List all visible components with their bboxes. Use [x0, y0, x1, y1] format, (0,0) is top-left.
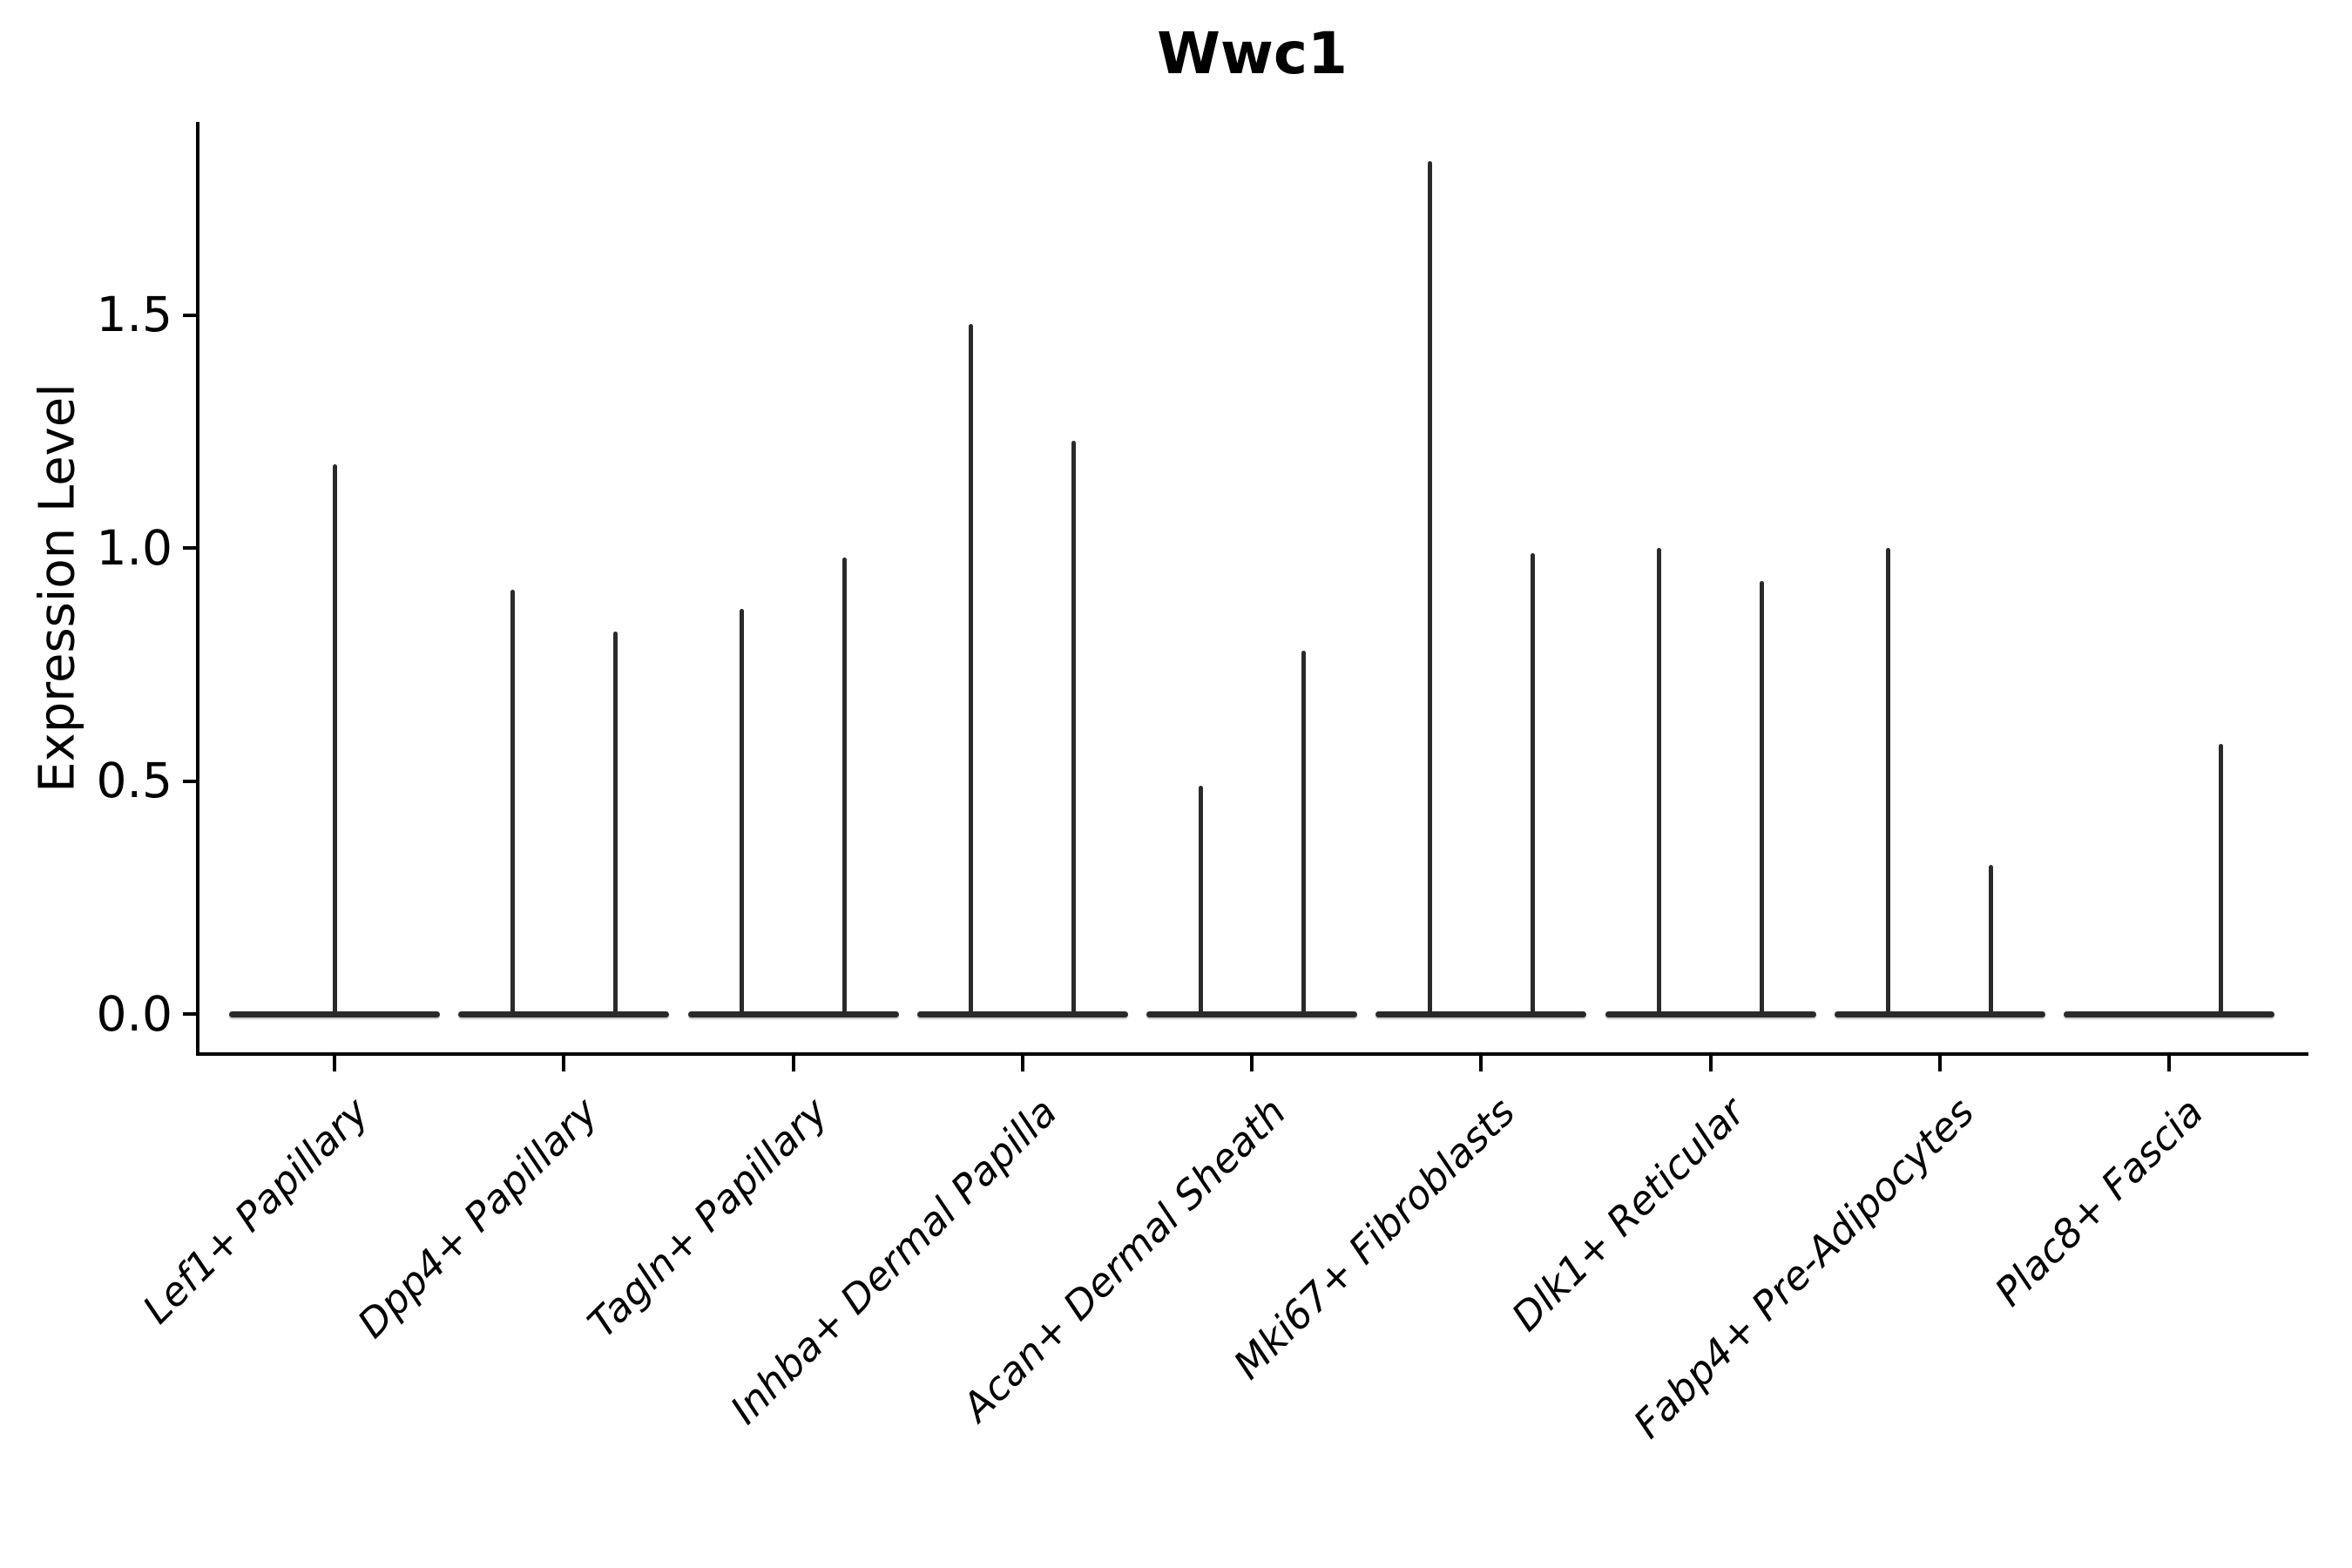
- violin-spike: [1198, 785, 1203, 1014]
- violin-spike: [612, 632, 618, 1014]
- violin-baseline: [916, 1010, 1128, 1017]
- violin-baseline: [1375, 1010, 1587, 1017]
- x-tick-mark: [1020, 1056, 1024, 1071]
- violin-spike: [1989, 864, 1994, 1014]
- violin-spike: [1760, 580, 1764, 1014]
- y-axis-label: Expression Level: [29, 383, 86, 793]
- x-tick-mark: [1937, 1056, 1942, 1071]
- violin-spike: [1071, 441, 1077, 1014]
- y-tick-label: 1.5: [96, 287, 172, 343]
- violin-baseline: [1605, 1010, 1816, 1017]
- x-tick-mark: [1708, 1056, 1713, 1071]
- x-tick-mark: [2167, 1056, 2171, 1071]
- violin-spike: [1657, 548, 1661, 1014]
- violin-baseline: [1834, 1010, 2045, 1017]
- y-tick-label: 0.5: [96, 753, 172, 809]
- violin-spike: [332, 463, 337, 1014]
- x-tick-mark: [562, 1056, 566, 1071]
- violin-spike: [740, 608, 744, 1014]
- y-tick-mark: [183, 1012, 196, 1016]
- y-tick-label: 0.0: [96, 985, 172, 1042]
- violin-baseline: [229, 1010, 440, 1017]
- y-tick-label: 1.0: [96, 519, 172, 576]
- violin-spike: [2218, 743, 2223, 1014]
- violin-baseline: [2064, 1010, 2274, 1017]
- violin-spike: [1886, 548, 1891, 1014]
- violin-baseline: [687, 1010, 899, 1017]
- y-tick-mark: [183, 546, 196, 551]
- violin-spike: [842, 557, 847, 1014]
- x-tick-mark: [791, 1056, 795, 1071]
- plot-title: Wwc1: [1157, 20, 1348, 87]
- x-tick-mark: [333, 1056, 336, 1071]
- violin-baseline: [1146, 1010, 1357, 1017]
- violin-spike: [1301, 650, 1306, 1014]
- y-tick-mark: [183, 779, 196, 783]
- y-tick-mark: [183, 313, 196, 317]
- x-tick-mark: [1250, 1056, 1254, 1071]
- x-axis-spine: [196, 1052, 2308, 1056]
- violin-baseline: [458, 1010, 670, 1017]
- violin-spike: [969, 324, 974, 1014]
- y-axis-spine: [196, 122, 199, 1056]
- violin-spike: [510, 590, 515, 1014]
- violin-spike: [1427, 161, 1432, 1014]
- violin-spike: [1530, 552, 1535, 1014]
- x-tick-mark: [1479, 1056, 1484, 1071]
